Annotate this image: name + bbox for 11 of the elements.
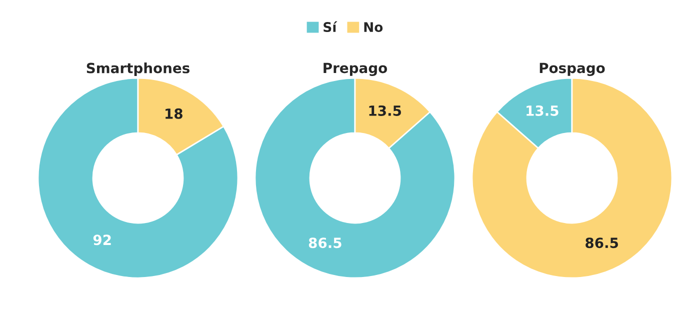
legend-label: No [364,22,383,32]
data-label: 13.5 [369,105,401,116]
data-label: 86.5 [308,238,342,248]
data-label: 18 [166,108,182,119]
slice-label: Pospago [540,62,605,76]
data-label: 92 [93,234,111,246]
slice-label: Prepago [324,62,388,76]
slice-label: Smartphones [86,62,190,76]
data-label: 86.5 [586,238,618,248]
legend-label: Sí [324,21,338,32]
data-label: 13.5 [526,105,558,116]
